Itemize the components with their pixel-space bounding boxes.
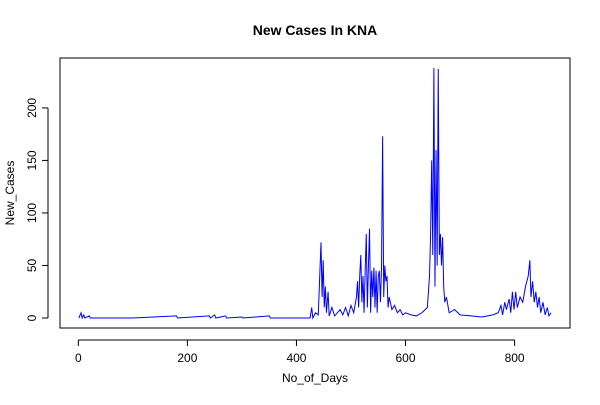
x-tick-label: 800	[505, 351, 525, 365]
x-tick-label: 600	[396, 351, 416, 365]
chart-title: New Cases In KNA	[253, 22, 377, 38]
y-tick-label: 200	[25, 98, 39, 118]
y-tick-label: 100	[25, 203, 39, 223]
x-tick-label: 400	[286, 351, 306, 365]
plot-box	[59, 57, 571, 329]
y-tick-label: 0	[25, 314, 39, 321]
y-tick-label: 150	[25, 150, 39, 170]
x-axis-title: No_of_Days	[282, 371, 348, 385]
data-line	[78, 67, 552, 320]
y-axis-title: New_Cases	[3, 161, 17, 226]
x-tick-label: 200	[177, 351, 197, 365]
x-tick-label: 0	[75, 351, 82, 365]
y-tick-label: 50	[25, 258, 39, 272]
